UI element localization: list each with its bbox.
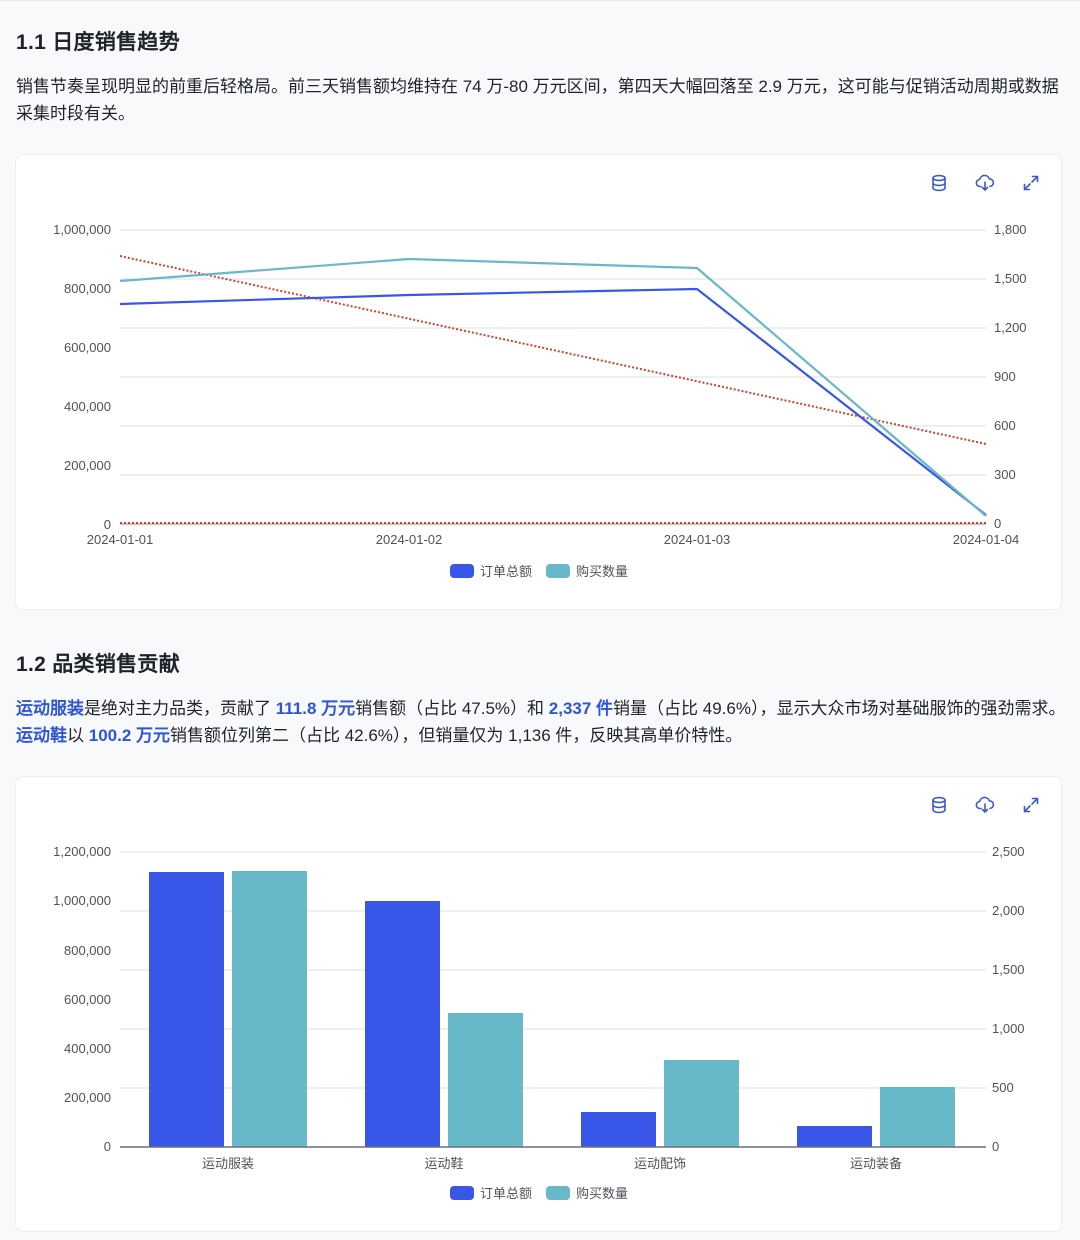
svg-text:1,200,000: 1,200,000 xyxy=(53,844,111,859)
svg-text:运动装备: 运动装备 xyxy=(850,1156,902,1171)
database-icon[interactable] xyxy=(927,171,951,195)
x-axis: 运动服装 运动鞋 运动配饰 运动装备 xyxy=(202,1156,902,1171)
highlight-category: 运动鞋 xyxy=(16,726,67,745)
svg-text:800,000: 800,000 xyxy=(64,943,111,958)
section-title-category-contribution: 1.2 品类销售贡献 xyxy=(16,653,181,676)
bar-运动服装-quantity xyxy=(232,871,307,1147)
x-axis: 2024-01-01 2024-01-02 2024-01-03 2024-01… xyxy=(87,532,1020,547)
bar-运动配饰-quantity xyxy=(664,1060,739,1147)
expand-icon[interactable] xyxy=(1019,793,1043,817)
svg-text:600: 600 xyxy=(994,418,1016,433)
bar-运动配饰-order-total xyxy=(581,1112,656,1147)
svg-text:600,000: 600,000 xyxy=(64,992,111,1007)
svg-text:800,000: 800,000 xyxy=(64,281,111,296)
svg-text:0: 0 xyxy=(104,517,111,532)
top-divider xyxy=(0,0,1080,1)
chart-legend: 订单总额 购买数量 xyxy=(450,561,628,580)
bar-运动鞋-quantity xyxy=(448,1013,523,1147)
svg-text:1,000,000: 1,000,000 xyxy=(53,222,111,237)
cloud-download-icon[interactable] xyxy=(973,793,997,817)
highlight-value: 2,337 件 xyxy=(548,699,614,718)
bar-chart: 1,200,000 1,000,000 800,000 600,000 400,… xyxy=(53,844,1025,1171)
cloud-download-icon[interactable] xyxy=(973,171,997,195)
y-axis-right: 1,800 1,500 1,200 900 600 300 0 xyxy=(994,222,1027,531)
y-axis-right: 2,500 2,000 1,500 1,000 500 0 xyxy=(992,844,1025,1154)
svg-text:200,000: 200,000 xyxy=(64,1090,111,1105)
legend-item-order-total[interactable]: 订单总额 xyxy=(450,1183,532,1202)
svg-text:2024-01-01: 2024-01-01 xyxy=(87,532,154,547)
section-paragraph-daily-trend: 销售节奏呈现明显的前重后轻格局。前三天销售额均维持在 74 万-80 万元区间，… xyxy=(16,77,1059,123)
svg-text:2024-01-02: 2024-01-02 xyxy=(376,532,443,547)
svg-text:600,000: 600,000 xyxy=(64,340,111,355)
svg-text:500: 500 xyxy=(992,1080,1014,1095)
bars-order-total xyxy=(149,872,872,1147)
legend-item-order-total[interactable]: 订单总额 xyxy=(450,561,532,580)
legend-swatch-icon xyxy=(546,1185,571,1200)
svg-text:2,000: 2,000 xyxy=(992,903,1025,918)
svg-text:900: 900 xyxy=(994,369,1016,384)
svg-text:1,500: 1,500 xyxy=(994,271,1027,286)
svg-text:1,000: 1,000 xyxy=(992,1021,1025,1036)
order-total-trendline xyxy=(119,255,987,445)
legend-item-quantity[interactable]: 购买数量 xyxy=(546,1183,628,1202)
svg-text:400,000: 400,000 xyxy=(64,1041,111,1056)
line-chart: 1,000,000 800,000 600,000 400,000 200,00… xyxy=(53,222,1027,547)
svg-text:运动配饰: 运动配饰 xyxy=(634,1156,686,1171)
y-axis-left: 1,200,000 1,000,000 800,000 600,000 400,… xyxy=(53,844,111,1154)
gridlines xyxy=(120,229,986,525)
chart-card-category-contribution: 1,200,000 1,000,000 800,000 600,000 400,… xyxy=(15,776,1062,1232)
svg-text:1,200: 1,200 xyxy=(994,320,1027,335)
svg-text:运动鞋: 运动鞋 xyxy=(424,1156,463,1171)
legend-item-quantity[interactable]: 购买数量 xyxy=(546,561,628,580)
chart-legend: 订单总额 购买数量 xyxy=(450,1183,628,1202)
svg-text:0: 0 xyxy=(992,1139,999,1154)
order-total-line xyxy=(119,287,987,516)
highlight-value: 100.2 万元 xyxy=(88,726,170,745)
y-axis-left: 1,000,000 800,000 600,000 400,000 200,00… xyxy=(53,222,111,532)
svg-text:2024-01-03: 2024-01-03 xyxy=(664,532,731,547)
svg-text:1,000,000: 1,000,000 xyxy=(53,893,111,908)
svg-text:0: 0 xyxy=(994,516,1001,531)
svg-text:1,800: 1,800 xyxy=(994,222,1027,237)
database-icon[interactable] xyxy=(927,793,951,817)
svg-text:2024-01-04: 2024-01-04 xyxy=(953,532,1020,547)
bars-quantity xyxy=(232,871,955,1147)
quantity-line xyxy=(119,257,987,517)
bar-运动服装-order-total xyxy=(149,872,224,1147)
chart-card-daily-trend: 1,000,000 800,000 600,000 400,000 200,00… xyxy=(15,154,1062,610)
section-title-daily-trend: 1.1 日度销售趋势 xyxy=(16,31,181,54)
svg-text:400,000: 400,000 xyxy=(64,399,111,414)
svg-text:0: 0 xyxy=(104,1139,111,1154)
expand-icon[interactable] xyxy=(1019,171,1043,195)
legend-swatch-icon xyxy=(450,563,474,578)
section-paragraph-category-contribution: 运动服装是绝对主力品类，贡献了 111.8 万元销售额（占比 47.5%）和 2… xyxy=(16,699,1066,745)
bar-运动鞋-order-total xyxy=(365,901,440,1147)
chart-toolbar xyxy=(927,171,1043,195)
svg-text:1,500: 1,500 xyxy=(992,962,1025,977)
legend-swatch-icon xyxy=(546,563,571,578)
legend-swatch-icon xyxy=(450,1185,474,1200)
chart-toolbar xyxy=(927,793,1043,817)
svg-text:2,500: 2,500 xyxy=(992,844,1025,859)
bar-运动装备-order-total xyxy=(797,1126,872,1147)
svg-text:运动服装: 运动服装 xyxy=(202,1156,254,1171)
svg-text:200,000: 200,000 xyxy=(64,458,111,473)
bar-运动装备-quantity xyxy=(880,1087,955,1147)
svg-text:300: 300 xyxy=(994,467,1016,482)
highlight-value: 111.8 万元 xyxy=(275,699,356,718)
highlight-category: 运动服装 xyxy=(16,699,84,718)
